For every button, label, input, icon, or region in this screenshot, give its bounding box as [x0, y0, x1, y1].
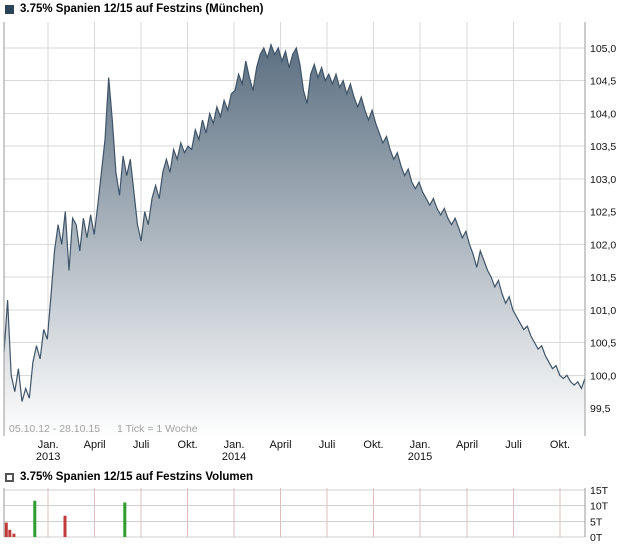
- y-axis-label: 100,5: [590, 338, 616, 350]
- volume-y-axis-label: 15T: [590, 486, 609, 497]
- x-axis-year: 2013: [35, 451, 61, 463]
- volume-series-legend-icon: [5, 472, 14, 482]
- y-axis-label: 104,5: [590, 76, 616, 88]
- x-axis-month: Jan.: [223, 439, 245, 451]
- y-axis-label: 103,5: [590, 141, 616, 153]
- x-axis-label: Okt.: [178, 439, 198, 451]
- x-axis-label: April: [456, 439, 478, 451]
- x-axis-label: Juli: [133, 439, 150, 451]
- volume-chart-header: 3.75% Spanien 12/15 auf Festzins Volumen: [5, 471, 253, 483]
- x-axis-month: Juli: [318, 439, 336, 451]
- x-axis-month: Okt.: [177, 439, 198, 451]
- x-axis-month: Jan.: [409, 439, 431, 451]
- volume-y-axis-label: 0T: [590, 532, 603, 544]
- x-axis-month: Okt.: [549, 439, 571, 451]
- volume-chart-plot: 15T 10T 5T 0T: [3, 486, 609, 544]
- x-axis-month: Juli: [505, 439, 522, 451]
- y-axis-label: 103,0: [590, 174, 616, 186]
- x-axis-label: Jan. 2013: [36, 439, 60, 463]
- price-series-legend-icon: [5, 4, 14, 14]
- price-chart-header: 3.75% Spanien 12/15 auf Festzins (Münche…: [5, 3, 263, 15]
- volume-bar: [8, 529, 12, 537]
- y-axis-label: 101,0: [590, 305, 616, 317]
- x-axis-month: Jan.: [37, 439, 59, 451]
- price-chart-plot: 105,0 104,5 104,0 103,5 103,0 102,5 102,0 101,5…: [3, 22, 616, 436]
- x-axis-labels: Jan. 2013 April Juli Okt. Jan. 2014 April Juli Ok…: [0, 439, 620, 467]
- y-axis-label: 104,0: [590, 108, 616, 120]
- y-axis-label: 102,5: [590, 207, 616, 219]
- volume-bar: [63, 515, 67, 537]
- volume-chart-title: 3.75% Spanien 12/15 auf Festzins Volumen: [20, 471, 254, 483]
- x-axis-label: Jan. 2015: [408, 439, 432, 463]
- x-axis-label: April: [270, 439, 292, 451]
- volume-bar: [33, 500, 37, 537]
- x-axis-label: Jan. 2014: [222, 439, 246, 463]
- volume-bar: [123, 502, 127, 537]
- x-axis-month: April: [269, 439, 292, 451]
- volume-bar: [4, 522, 8, 537]
- volume-y-axis-label: 5T: [590, 516, 603, 528]
- y-axis-label: 105,0: [590, 43, 616, 55]
- x-axis-month: Juli: [132, 439, 150, 451]
- x-axis-label: April: [84, 439, 106, 451]
- volume-y-axis-label: 10T: [590, 501, 609, 513]
- date-range-label: 05.10.12 - 28.10.15 1 Tick = 1 Woche: [9, 423, 198, 435]
- x-axis-label: Okt.: [363, 439, 383, 451]
- x-axis-year: 2014: [221, 451, 247, 463]
- x-axis-label: Juli: [505, 439, 522, 451]
- x-axis-month: April: [456, 439, 479, 451]
- x-axis-year: 2015: [407, 451, 433, 463]
- x-axis-label: Juli: [319, 439, 336, 451]
- price-chart-title: 3.75% Spanien 12/15 auf Festzins (Münche…: [20, 3, 264, 15]
- x-axis-month: April: [83, 439, 106, 451]
- y-axis-label: 101,5: [590, 272, 616, 284]
- price-line: [3, 42, 586, 402]
- date-range-text: 05.10.12 - 28.10.15: [9, 423, 101, 435]
- y-axis-label: 99,5: [590, 403, 611, 415]
- y-axis-label: 102,0: [590, 239, 616, 251]
- price-area: [4, 44, 585, 436]
- tick-interval-text: 1 Tick = 1 Woche: [117, 423, 198, 435]
- volume-bar: [12, 533, 16, 537]
- x-axis-label: Okt.: [550, 439, 570, 451]
- y-axis-label: 100,0: [590, 370, 616, 382]
- x-axis-month: Okt.: [363, 439, 384, 451]
